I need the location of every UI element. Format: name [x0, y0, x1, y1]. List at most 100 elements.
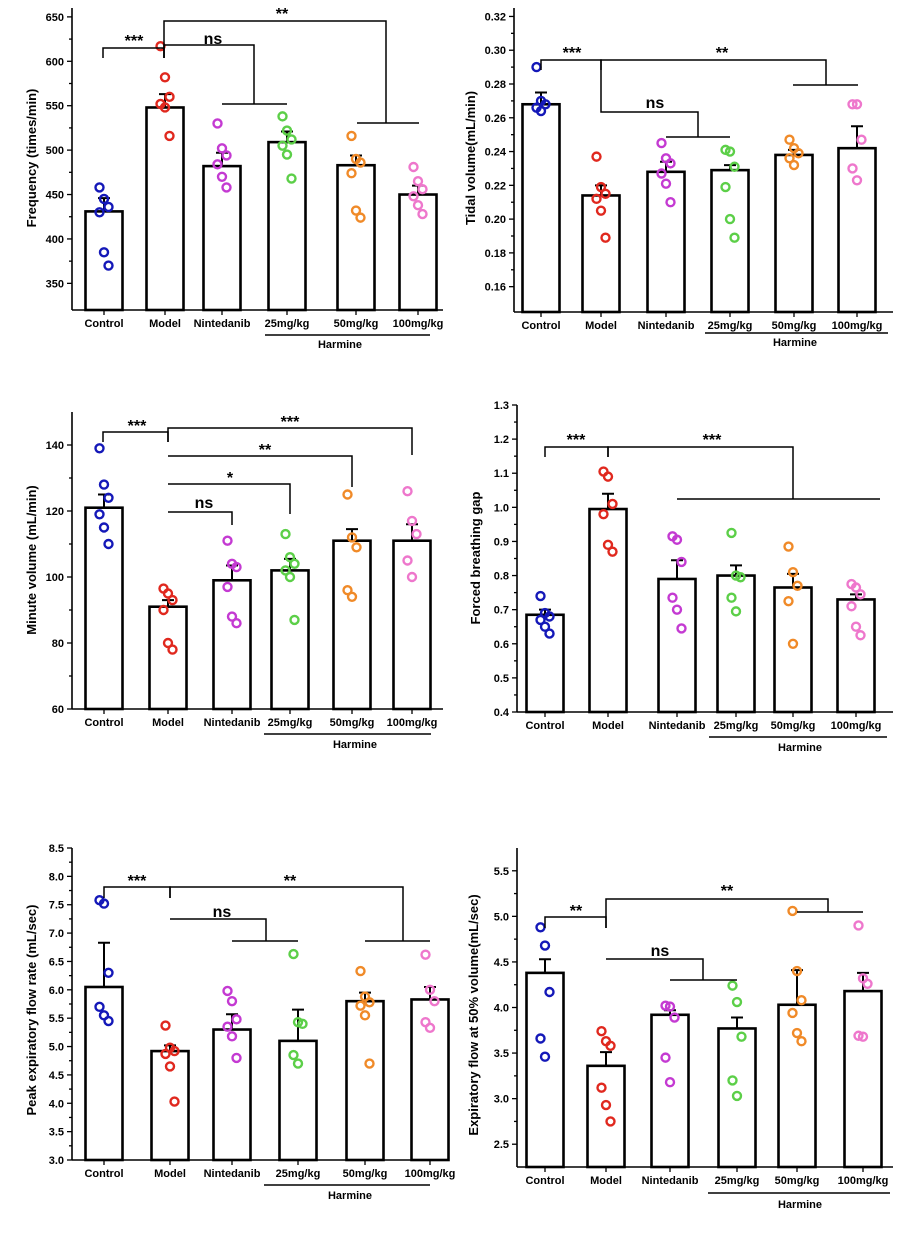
data-point	[857, 1031, 869, 1042]
x-category-label: Model	[585, 320, 617, 332]
data-point	[731, 1090, 743, 1102]
sig-label-ns: ns	[204, 31, 223, 48]
y-tick-label: 8.0	[49, 871, 64, 883]
x-category-label: Control	[525, 1175, 564, 1187]
bar-50mg-kg	[345, 999, 385, 1162]
sig-label-control-model: ***	[128, 418, 147, 435]
data-point	[355, 1000, 366, 1011]
data-point	[346, 591, 358, 602]
data-point	[221, 182, 232, 193]
data-point	[539, 940, 551, 951]
data-point	[671, 534, 683, 545]
data-point	[164, 91, 175, 103]
data-point	[596, 1025, 607, 1037]
panel-expiratory-flow-50: Expiratory flow at 50% volume(mL/sec) 2.…	[466, 848, 893, 1211]
bar-control	[525, 613, 565, 714]
data-point	[664, 1077, 676, 1088]
data-point	[346, 532, 358, 543]
y-tick-label: 4.5	[49, 1070, 64, 1082]
y-tick-label: 0.9	[494, 536, 509, 548]
bracket-model-nintedanib-25	[606, 958, 737, 981]
data-point	[853, 920, 864, 931]
sig-label-ns: ns	[195, 495, 214, 512]
sig-label-ns: ns	[213, 904, 232, 921]
ylabel: Minute volume (mL/min)	[24, 485, 39, 635]
error-bar	[98, 941, 110, 987]
data-point	[535, 590, 546, 602]
ylabel: Tidal volume(mL/min)	[463, 91, 478, 225]
x-category-label: 100mg/kg	[405, 1168, 456, 1180]
x-category-label: Model	[154, 1168, 186, 1180]
x-category-label: Model	[592, 720, 624, 732]
bar-control	[521, 102, 561, 314]
data-point	[665, 197, 676, 208]
bar-100mg-kg	[410, 998, 450, 1162]
data-point	[591, 151, 602, 162]
data-point	[676, 556, 687, 568]
sig-label-control-model: ***	[567, 432, 586, 449]
data-point	[288, 1049, 299, 1061]
data-point	[729, 232, 740, 243]
bar-model	[581, 194, 621, 314]
data-point	[791, 965, 803, 977]
data-point	[796, 1036, 807, 1047]
data-point	[862, 978, 873, 990]
data-point	[289, 558, 300, 569]
group-label-harmine: Harmine	[773, 337, 817, 349]
data-point	[607, 546, 618, 557]
data-point	[730, 606, 742, 617]
ylabel: Expiratory flow at 50% volume(mL/sec)	[466, 894, 481, 1135]
y-tick-label: 0.6	[494, 639, 509, 651]
y-tick-label: 0.32	[485, 11, 506, 23]
data-point	[595, 181, 607, 193]
x-category-label: 50mg/kg	[771, 720, 816, 732]
y-tick-label: 4.0	[494, 1003, 509, 1015]
data-point	[277, 140, 288, 151]
bar-control	[525, 971, 565, 1169]
data-point	[535, 105, 547, 117]
x-category-label: Control	[84, 717, 123, 729]
x-category-label: Nintedanib	[204, 1168, 261, 1180]
x-category-label: 25mg/kg	[276, 1168, 321, 1180]
data-point	[160, 1020, 171, 1031]
data-point	[355, 157, 366, 168]
y-tick-label: 80	[52, 638, 64, 650]
data-point	[796, 995, 807, 1006]
panel-minute-volume: Minute volume (mL/min) 60 80 100 120 140 Cont…	[24, 412, 443, 751]
data-point	[591, 193, 602, 205]
data-point	[851, 99, 863, 110]
error-bar	[600, 1051, 612, 1066]
ylabel: Frequency (times/min)	[24, 89, 39, 228]
group-label-harmine: Harmine	[778, 1199, 822, 1211]
bar-25mg-kg	[270, 569, 310, 711]
data-point	[231, 618, 242, 629]
data-point	[94, 182, 105, 193]
data-point	[598, 508, 609, 520]
bar-model	[150, 1049, 190, 1162]
data-point	[221, 150, 232, 161]
data-point	[855, 630, 866, 641]
bar-nintedanib	[646, 170, 686, 314]
data-point	[226, 995, 238, 1007]
data-point	[350, 205, 362, 216]
data-point	[784, 153, 795, 164]
data-point	[600, 188, 611, 199]
y-tick-label: 0.7	[494, 605, 509, 617]
group-label-harmine: Harmine	[333, 739, 377, 751]
bar-control	[84, 210, 124, 312]
sig-label-double-star: **	[259, 442, 272, 459]
data-point	[412, 176, 424, 187]
bar-100mg-kg	[837, 146, 877, 314]
y-tick-label: 5.5	[494, 866, 509, 878]
data-point	[793, 148, 804, 159]
bracket-model-nintedanib-25	[170, 918, 298, 942]
y-tick-label: 3.5	[494, 1048, 509, 1060]
data-point	[286, 173, 297, 184]
data-point	[726, 592, 737, 603]
y-tick-label: 0.20	[485, 214, 506, 226]
x-category-label: 100mg/kg	[832, 320, 883, 332]
data-point	[731, 996, 743, 1008]
data-point	[600, 232, 611, 243]
bar-model	[148, 605, 188, 711]
bracket-model-50-100	[163, 20, 419, 124]
